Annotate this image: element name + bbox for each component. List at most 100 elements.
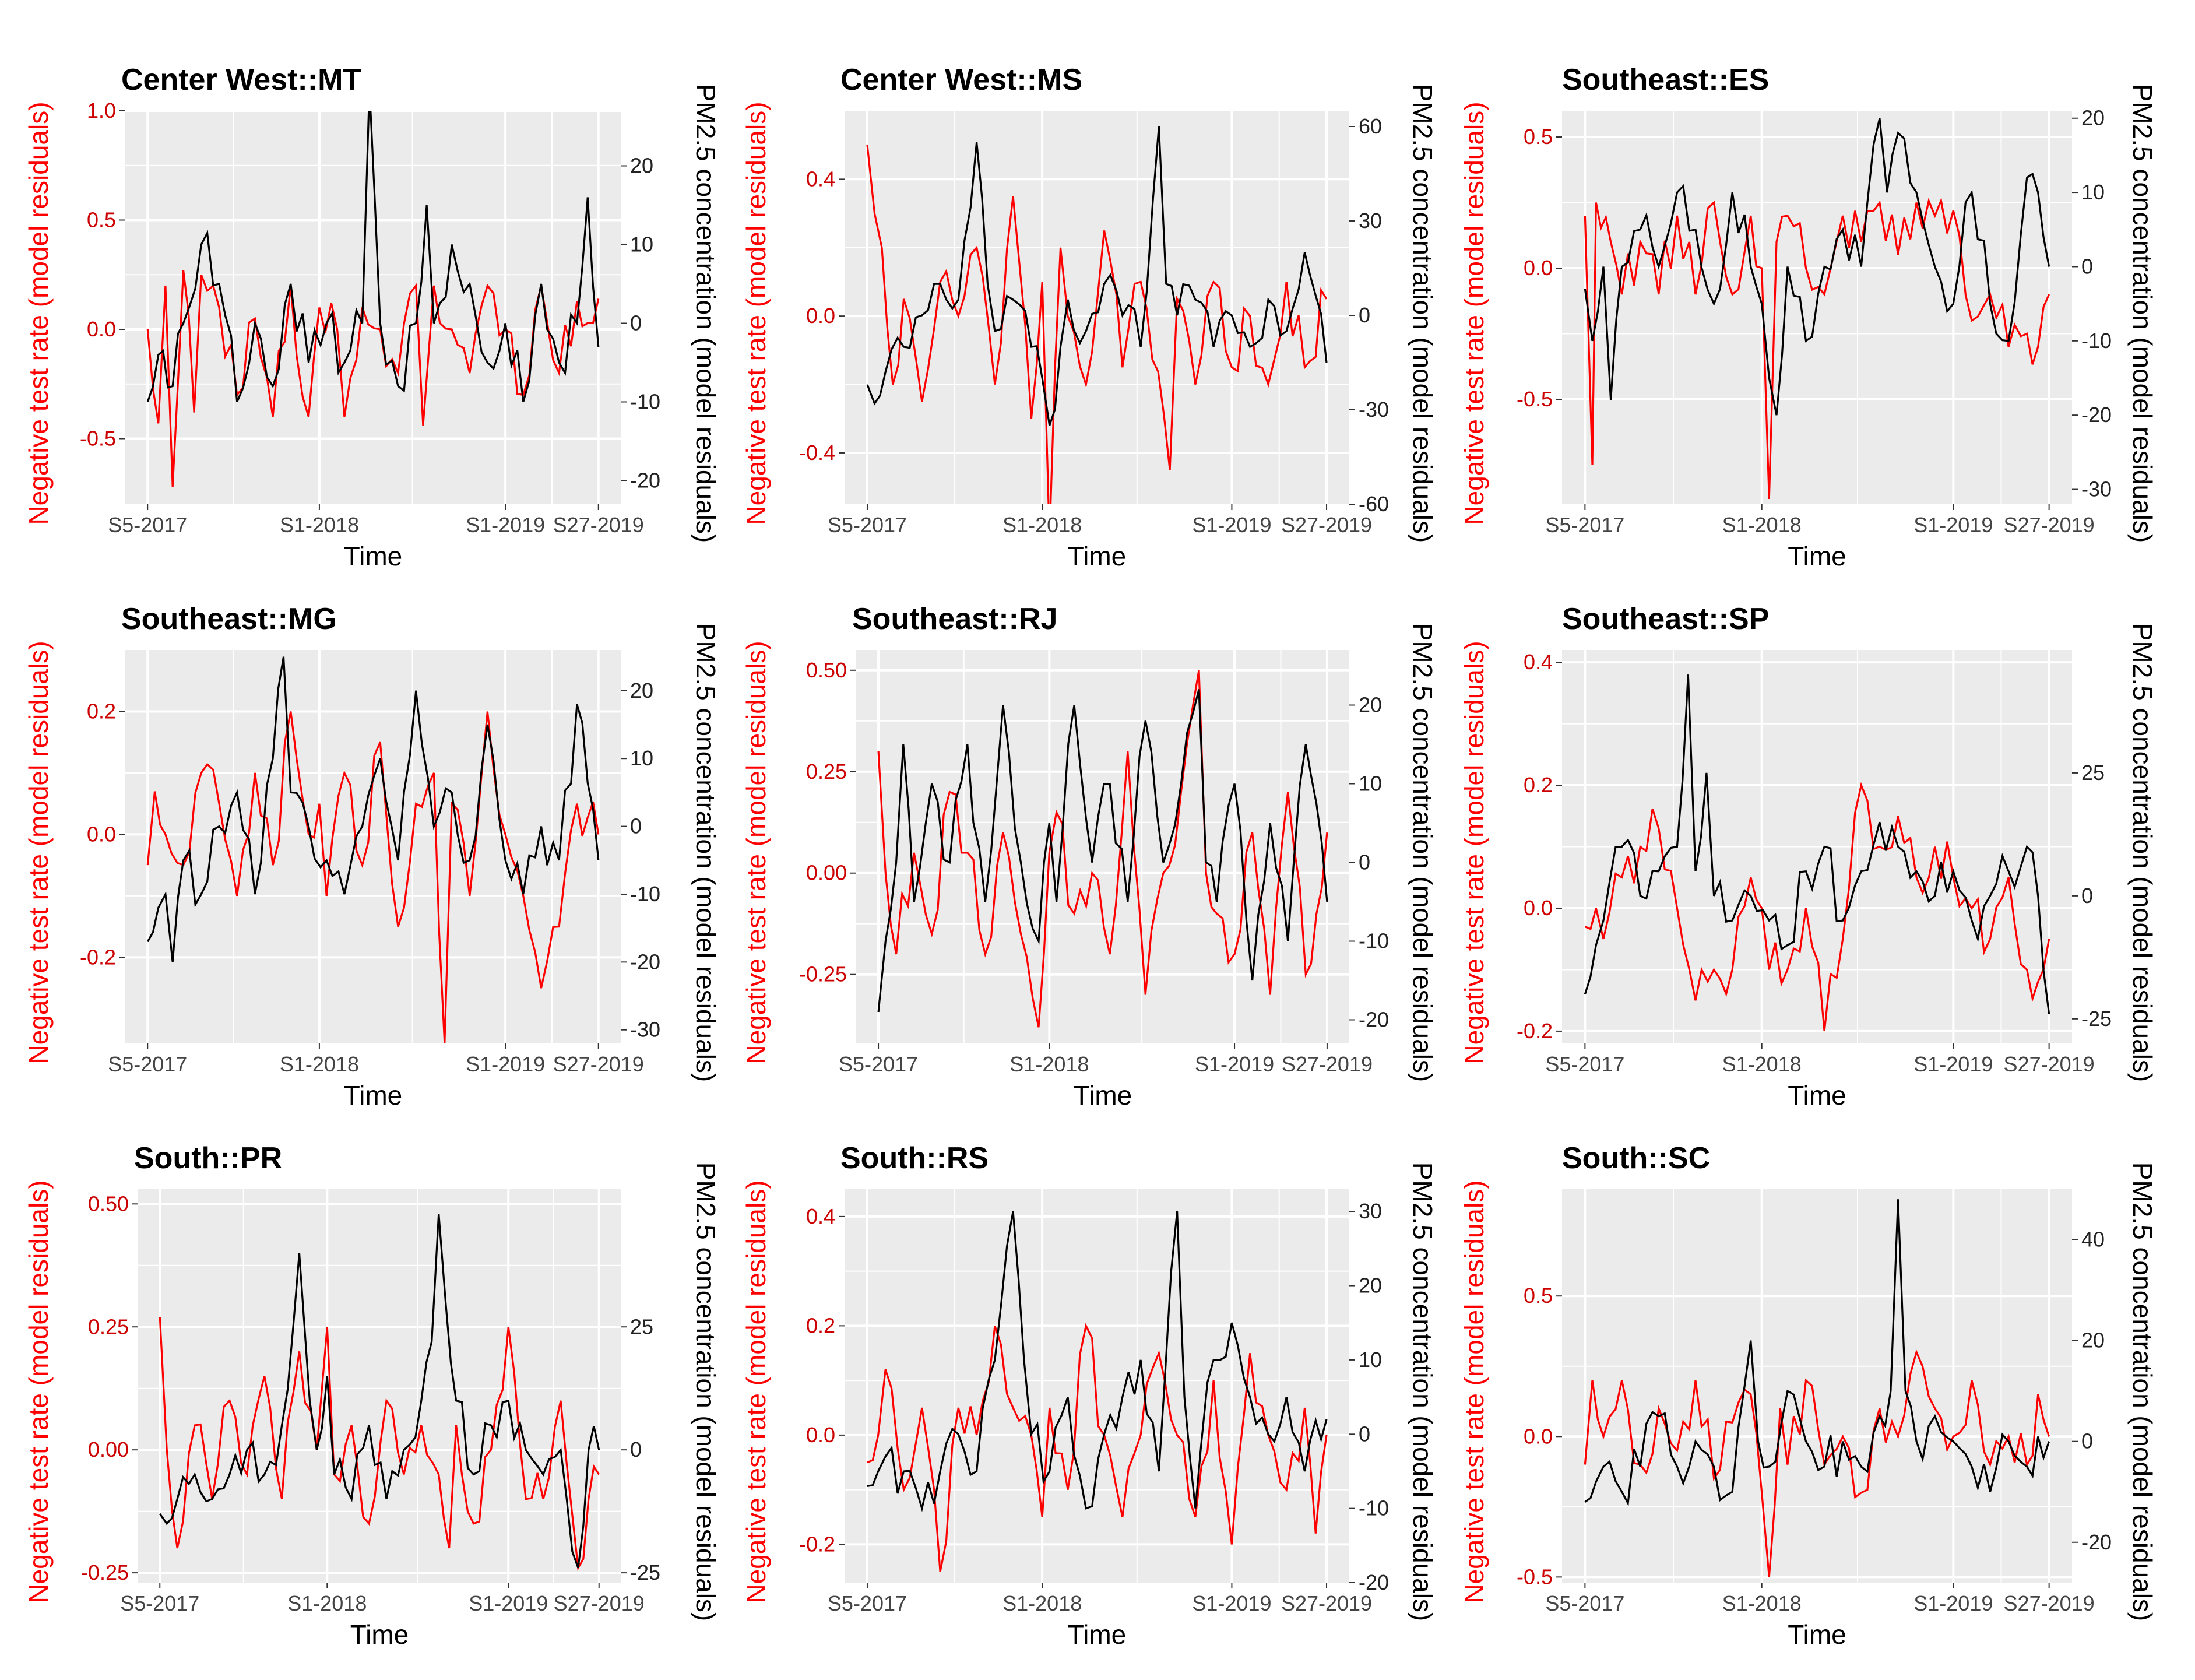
panel-southeast-rj: Southeast::RJ-0.25 0.00 0.25 0.50-20 -10 0 10 2… — [741, 602, 1438, 1110]
tick-label-left: 0.2 — [1524, 773, 1553, 797]
tick-label-right: 0 — [1359, 850, 1370, 874]
tick-label-x: S1-2018 — [1002, 513, 1082, 537]
tick-label-left: -0.25 — [81, 1560, 129, 1584]
series-line-negative-test-rate — [146, 711, 600, 1043]
tick-label-right: -10 — [630, 882, 660, 906]
tick-label-right: -30 — [630, 1018, 660, 1042]
tick-label-right: 0 — [2081, 254, 2093, 278]
series-line-negative-test-rate — [1584, 782, 2050, 1032]
tick-label-right: 10 — [2081, 180, 2105, 204]
y-axis-title-right: PM2.5 concentration (model residuals) — [691, 84, 721, 543]
tick-label-x: S1-2018 — [1009, 1052, 1089, 1076]
panel-southeast-mg: Southeast::MG-0.2 0.0 0.2-30 -20 -10 0 10 20S5-… — [23, 602, 721, 1110]
tick-label-left: 0.0 — [1524, 1424, 1553, 1448]
tick-label-left: 0.25 — [806, 760, 847, 783]
tick-label-x: S5-2017 — [1545, 513, 1624, 537]
tick-label-right: -25 — [2081, 1007, 2112, 1031]
tick-label-right: -20 — [630, 469, 660, 493]
tick-label-left: 0.50 — [806, 658, 847, 682]
panel-title: Center West::MS — [840, 63, 1082, 97]
panel-center-west-mt: Center West::MT-0.5 0.0 0.5 1.0-20 -10 0 10 20S… — [23, 63, 721, 571]
tick-label-left: -0.2 — [1517, 1019, 1553, 1043]
tick-label-left: -0.2 — [80, 945, 116, 969]
tick-label-x: S1-2018 — [1722, 1591, 1802, 1615]
series-line-negative-test-rate — [1584, 197, 2050, 500]
tick-label-x: S1-2019 — [1192, 1591, 1271, 1615]
tick-label-x: S5-2017 — [108, 513, 187, 537]
series-line-pm25 — [866, 126, 1328, 426]
y-axis-title-right: PM2.5 concentration (model residuals) — [1408, 1162, 1438, 1621]
tick-label-right: 60 — [1359, 114, 1382, 138]
x-axis-title: Time — [1788, 1619, 1846, 1650]
panel-background — [138, 1189, 621, 1583]
tick-label-left: -0.4 — [799, 441, 835, 465]
panel-southeast-es: Southeast::ES-0.5 0.0 0.5-30 -20 -10 0 10 20S5-… — [1459, 63, 2158, 571]
x-axis-title: Time — [1068, 1619, 1127, 1650]
tick-label-x: S5-2017 — [828, 513, 907, 537]
tick-label-right: 10 — [1359, 772, 1382, 796]
y-axis-title-left: Negative test rate (model residuals) — [1459, 641, 1489, 1064]
tick-label-right: 0 — [2081, 884, 2093, 908]
tick-label-right: 20 — [1359, 693, 1382, 717]
tick-label-right: -10 — [1359, 1496, 1389, 1520]
tick-label-x: S1-2018 — [1722, 1052, 1802, 1076]
tick-label-right: 30 — [1359, 209, 1382, 233]
tick-label-x: S1-2019 — [466, 513, 545, 537]
tick-label-left: 0.0 — [806, 1423, 835, 1447]
tick-label-right: 25 — [630, 1315, 653, 1338]
tick-label-right: 10 — [630, 746, 653, 770]
panel-title: South::SC — [1562, 1141, 1710, 1175]
tick-label-right: -10 — [1359, 929, 1389, 953]
tick-label-x: S27-2019 — [554, 1591, 645, 1615]
x-axis-title: Time — [344, 1080, 403, 1110]
tick-label-left: -0.2 — [799, 1532, 835, 1556]
tick-label-right: -20 — [1359, 1008, 1389, 1032]
x-axis-title: Time — [350, 1619, 409, 1650]
tick-label-right: 0 — [2081, 1429, 2093, 1453]
tick-label-right: -20 — [630, 950, 660, 973]
x-axis-title: Time — [1068, 541, 1127, 571]
tick-label-x: S27-2019 — [2004, 1052, 2095, 1076]
tick-label-left: 0.00 — [806, 861, 847, 885]
series-line-pm25 — [1584, 674, 2050, 1014]
tick-label-right: 20 — [1359, 1274, 1382, 1298]
tick-label-left: -0.25 — [799, 962, 847, 986]
tick-label-x: S5-2017 — [120, 1591, 199, 1615]
y-axis-title-left: Negative test rate (model residuals) — [741, 641, 771, 1064]
tick-label-right: -20 — [2081, 403, 2112, 427]
tick-label-x: S1-2018 — [280, 513, 359, 537]
tick-label-right: -30 — [1359, 398, 1389, 421]
tick-label-left: 1.0 — [87, 99, 116, 122]
tick-label-right: 20 — [2081, 1328, 2105, 1352]
tick-label-x: S1-2019 — [1195, 1052, 1274, 1076]
tick-label-left: 0.2 — [806, 1313, 835, 1337]
series-line-pm25 — [877, 689, 1328, 1013]
tick-label-left: 0.0 — [1524, 256, 1553, 280]
tick-label-x: S5-2017 — [1545, 1052, 1624, 1076]
tick-label-right: -60 — [1359, 492, 1389, 516]
tick-label-right: 40 — [2081, 1228, 2105, 1252]
series-line-pm25 — [1584, 1199, 2050, 1506]
tick-label-x: S1-2019 — [469, 1591, 548, 1615]
tick-label-x: S5-2017 — [839, 1052, 918, 1076]
tick-label-right: 10 — [630, 233, 653, 256]
tick-label-x: S5-2017 — [828, 1591, 907, 1615]
y-axis-title-right: PM2.5 concentration (model residuals) — [2127, 1162, 2158, 1621]
tick-label-x: S1-2018 — [280, 1052, 359, 1076]
y-axis-title-right: PM2.5 concentration (model residuals) — [1408, 84, 1438, 543]
panel-center-west-ms: Center West::MS-0.4 0.0 0.4-60 -30 0 30 60S5-2… — [741, 63, 1438, 571]
tick-label-x: S27-2019 — [553, 1052, 644, 1076]
x-axis-title: Time — [1788, 1080, 1846, 1110]
tick-label-x: S1-2018 — [1002, 1591, 1082, 1615]
series-line-pm25 — [159, 1214, 600, 1569]
tick-label-left: 0.25 — [88, 1315, 129, 1338]
y-axis-title-right: PM2.5 concentration (model residuals) — [2127, 623, 2158, 1082]
tick-label-x: S1-2019 — [1192, 513, 1271, 537]
y-axis-title-right: PM2.5 concentration (model residuals) — [691, 1162, 721, 1621]
x-axis-title: Time — [344, 541, 403, 571]
tick-label-right: 0 — [1359, 303, 1370, 327]
series-line-pm25 — [146, 656, 600, 962]
